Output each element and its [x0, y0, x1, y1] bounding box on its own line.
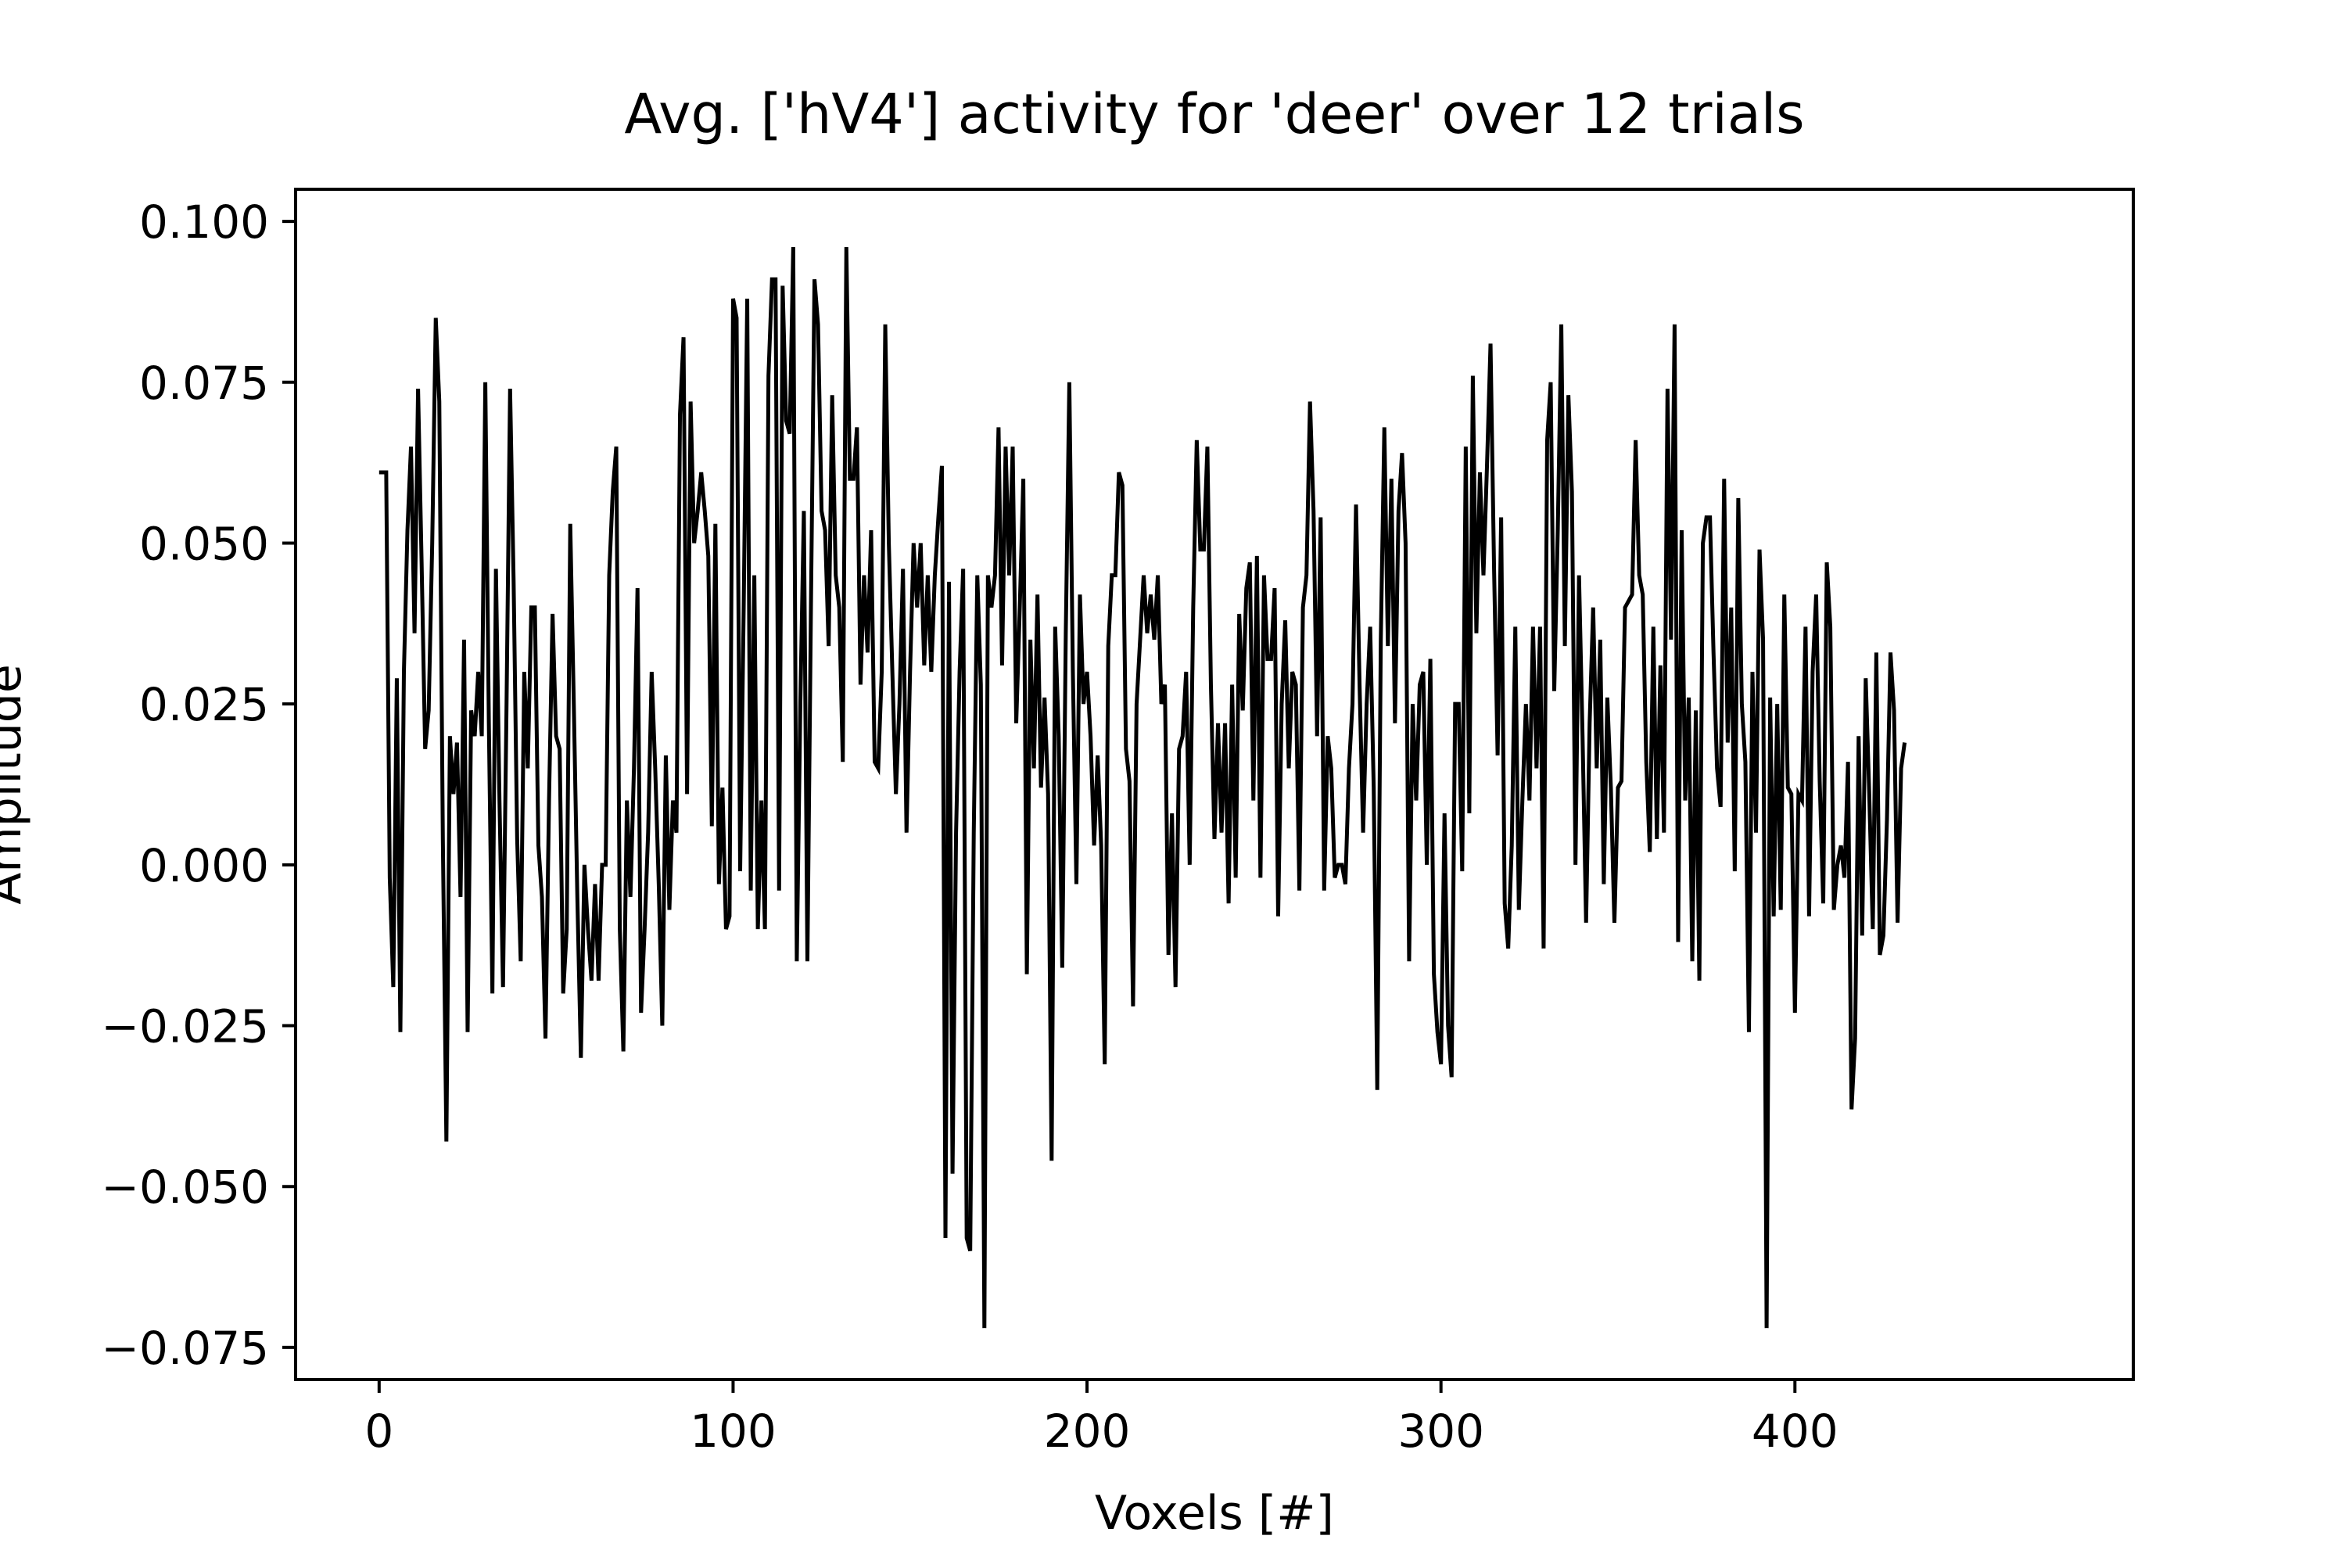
y-axis-title: Amplitude: [0, 664, 32, 904]
x-tick-label: 400: [1752, 1405, 1838, 1458]
y-tick-label: 0.075: [139, 357, 269, 410]
y-tick-label: 0.000: [139, 839, 269, 892]
y-tick-label: 0.100: [139, 196, 269, 249]
x-axis-title: Voxels [#]: [1095, 1486, 1334, 1541]
plot-area: [378, 246, 1907, 1329]
y-tick-label: 0.050: [139, 517, 269, 570]
chart-title: Avg. ['hV4'] activity for 'deer' over 12…: [624, 82, 1804, 146]
x-tick-label: 200: [1044, 1405, 1131, 1458]
y-tick-label: −0.025: [101, 1000, 269, 1053]
y-tick-label: −0.050: [101, 1161, 269, 1214]
x-tick-label: 300: [1397, 1405, 1484, 1458]
y-tick-label: −0.075: [101, 1322, 269, 1375]
x-tick-label: 0: [364, 1405, 393, 1458]
plot-frame: [294, 188, 2135, 1381]
series-line: [378, 246, 1907, 1329]
x-tick-label: 100: [690, 1405, 777, 1458]
y-axis: −0.075 −0.050 −0.025 0.000 0.025 0.050 0.075 0.…: [101, 196, 296, 1375]
x-axis: 0 100 200 300 400: [364, 1380, 1838, 1458]
y-tick-label: 0.025: [139, 678, 269, 731]
